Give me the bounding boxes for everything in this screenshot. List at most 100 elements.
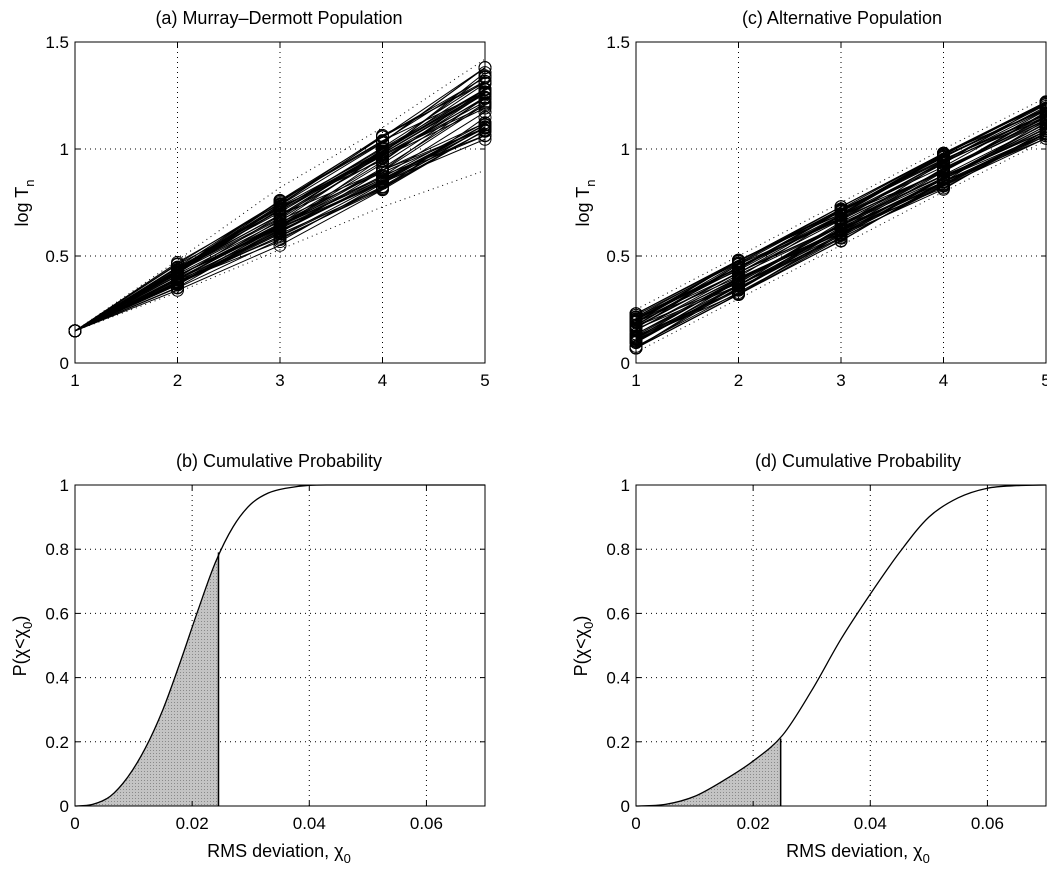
y-tick-label: 1 [60,476,69,495]
series-line [74,107,486,332]
data-point [376,147,389,161]
x-tick-label: 2 [173,371,182,390]
x-tick-label: 4 [378,371,387,390]
x-tick-label: 3 [275,371,284,390]
x-tick-label: 5 [480,371,489,390]
data-point [937,147,950,161]
chart-title: (d) Cumulative Probability [755,451,961,471]
x-tick-label: 3 [836,371,845,390]
y-axis-label-main: P(χ<χ [10,628,30,676]
series-line [635,125,1047,341]
series-line [635,109,1047,323]
plot-area: 1 2 3 4 5 0 0.5 1 1.5 [45,33,492,390]
y-tick-label: 1.5 [606,33,630,52]
data-point [376,134,389,148]
series-line [74,96,486,332]
x-axis-label-main: RMS deviation, χ [207,841,344,861]
y-tick-label: 0.5 [45,247,69,266]
panel-a: (a) Murray–Dermott Population 1 2 3 4 500.51… [12,8,492,390]
x-tick-label: 0.06 [971,814,1004,833]
bound-line-upper [74,58,486,332]
data-point [732,287,745,301]
panel-d: (d) Cumulative Probability 0 0.02 0.04 0.06… [571,451,1047,866]
x-axis-label-sub: 0 [344,851,351,866]
x-tick-label: 0 [70,814,79,833]
data-point [273,220,287,234]
data-point [273,204,287,218]
y-tick-label: 1.5 [45,33,69,52]
plot-area: 0 0.02 0.04 0.06 0 0.2 0.4 0.6 0.8 1 [45,476,486,833]
x-tick-label: 5 [1041,371,1047,390]
x-axis-label: RMS deviation, χ0 [207,841,351,866]
y-tick-label: 0.5 [606,247,630,266]
x-tick-label: 0.06 [410,814,443,833]
x-tick-label: 0.04 [854,814,887,833]
data-point [171,275,184,289]
panel-b: (b) Cumulative Probability 0 0.02 0.04 0.06… [10,451,486,866]
x-tick-label: 0.02 [176,814,209,833]
data-point [732,274,745,288]
y-tick-label: 0.2 [45,733,69,752]
y-axis-label-main: log T [573,187,593,227]
data-point [171,266,184,280]
axes-frame [635,484,1047,807]
x-axis-label-sub: 0 [923,851,930,866]
series-line [74,98,486,332]
plot-area: 1 2 3 4 5 0 0.5 1 1.5 [606,33,1047,390]
series-line [74,126,486,332]
y-tick-label: 0.6 [45,604,69,623]
y-tick-label: 0 [60,354,69,373]
data-point [834,207,848,221]
series-line [635,113,1047,328]
bound-line-lower [635,139,1047,353]
plot-area: 0 0.02 0.04 0.06 0 0.2 0.4 0.6 0.8 1 [606,476,1047,833]
series-line [635,102,1047,323]
data-point [171,258,184,272]
y-axis-label: log Tn [12,180,37,227]
chart-title: (b) Cumulative Probability [176,451,382,471]
y-tick-label: 0 [621,797,630,816]
shaded-area [75,552,219,806]
y-axis-label-sub: n [22,180,37,187]
data-point [732,253,745,267]
y-tick-label: 1 [621,476,630,495]
panel-c: (c) Alternative Population 1 2 3 4 5 0 0.5 1 1.5… [573,8,1047,390]
y-tick-label: 0.8 [45,540,69,559]
y-axis-label-main: P(χ<χ [571,628,591,676]
data-point [273,194,287,208]
axes-frame [74,484,486,807]
series-line [74,91,486,332]
x-tick-label: 2 [734,371,743,390]
series-line [74,111,486,332]
y-tick-label: 1 [621,140,630,159]
x-tick-label: 1 [631,371,640,390]
data-point [834,228,848,242]
y-axis-label-sub: 0 [581,622,596,629]
y-tick-label: 1 [60,140,69,159]
cdf-curve [635,484,1047,807]
y-axis-label-sub: 0 [20,622,35,629]
data-point [937,177,950,191]
y-axis-label-main: log T [12,187,32,227]
x-tick-label: 4 [939,371,948,390]
y-tick-label: 0.8 [606,540,630,559]
y-tick-label: 0.4 [45,669,69,688]
data-point [376,181,389,195]
y-tick-label: 0 [621,354,630,373]
y-axis-label-suffix: ) [571,616,591,622]
data-point [376,175,389,189]
x-axis-label-main: RMS deviation, χ [786,841,923,861]
y-axis-label: log Tn [573,180,598,227]
x-tick-label: 0.02 [737,814,770,833]
y-tick-label: 0.2 [606,733,630,752]
series-line [635,133,1047,347]
bound-line-upper [635,97,1047,310]
y-tick-label: 0.6 [606,604,630,623]
data-point [273,231,287,245]
x-tick-label: 1 [70,371,79,390]
data-point [732,266,745,280]
x-tick-label: 0.04 [293,814,326,833]
bound-line-lower [74,169,486,332]
series-line [74,76,486,332]
